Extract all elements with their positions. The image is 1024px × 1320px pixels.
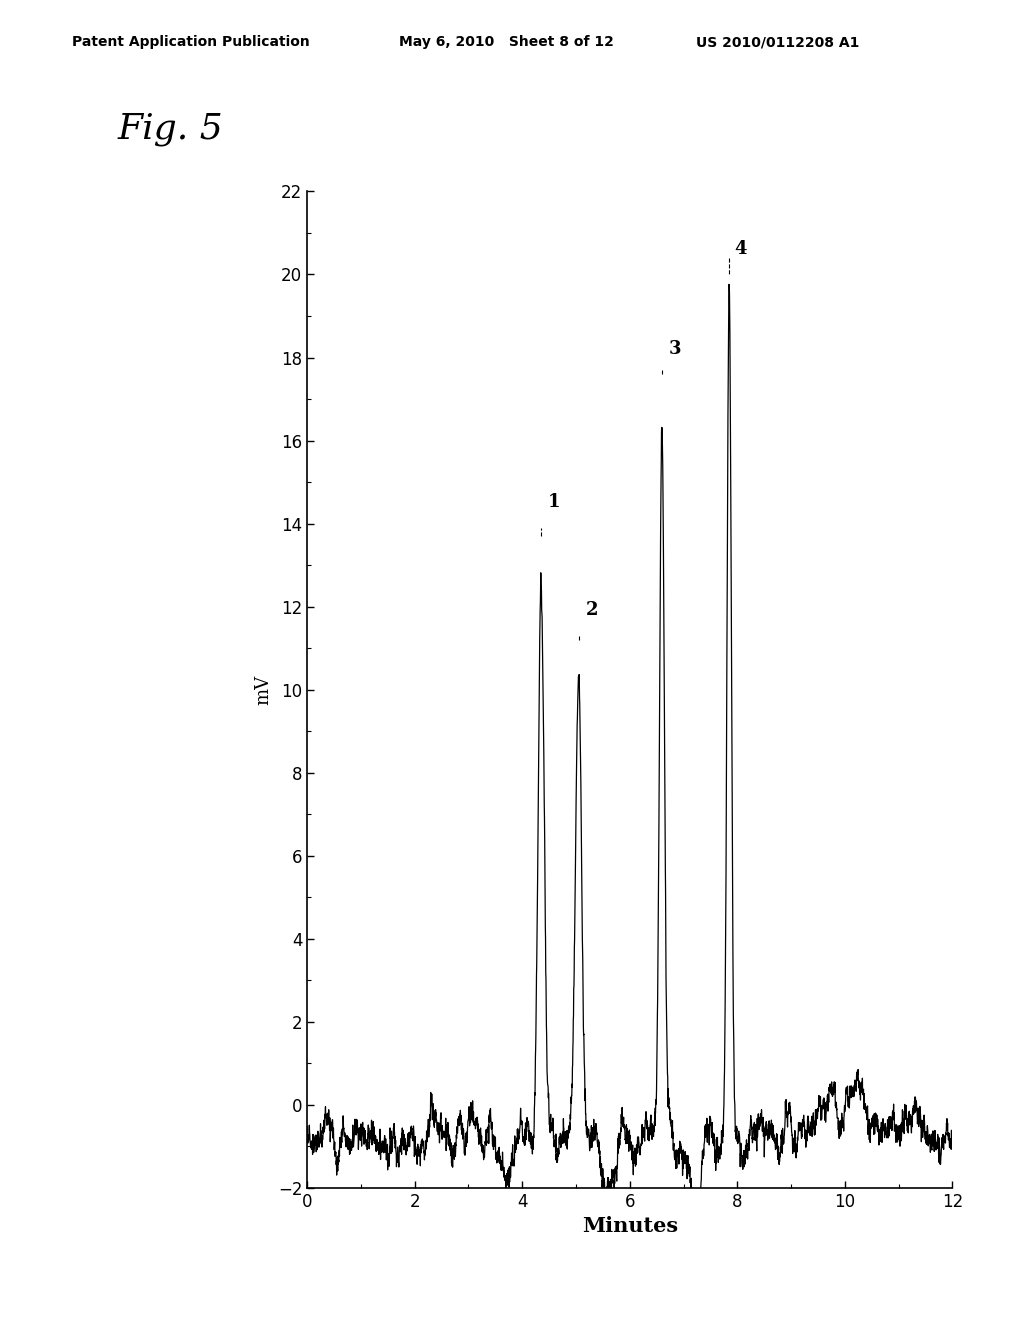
Text: 3: 3 — [669, 339, 681, 358]
Text: 1: 1 — [548, 494, 560, 511]
Text: 2: 2 — [586, 601, 599, 619]
Text: US 2010/0112208 A1: US 2010/0112208 A1 — [696, 36, 860, 49]
Text: 4: 4 — [734, 240, 748, 257]
Y-axis label: mV: mV — [254, 675, 272, 705]
Text: Patent Application Publication: Patent Application Publication — [72, 36, 309, 49]
Text: Fig. 5: Fig. 5 — [118, 112, 223, 147]
Text: May 6, 2010   Sheet 8 of 12: May 6, 2010 Sheet 8 of 12 — [399, 36, 614, 49]
X-axis label: Minutes: Minutes — [582, 1217, 678, 1237]
